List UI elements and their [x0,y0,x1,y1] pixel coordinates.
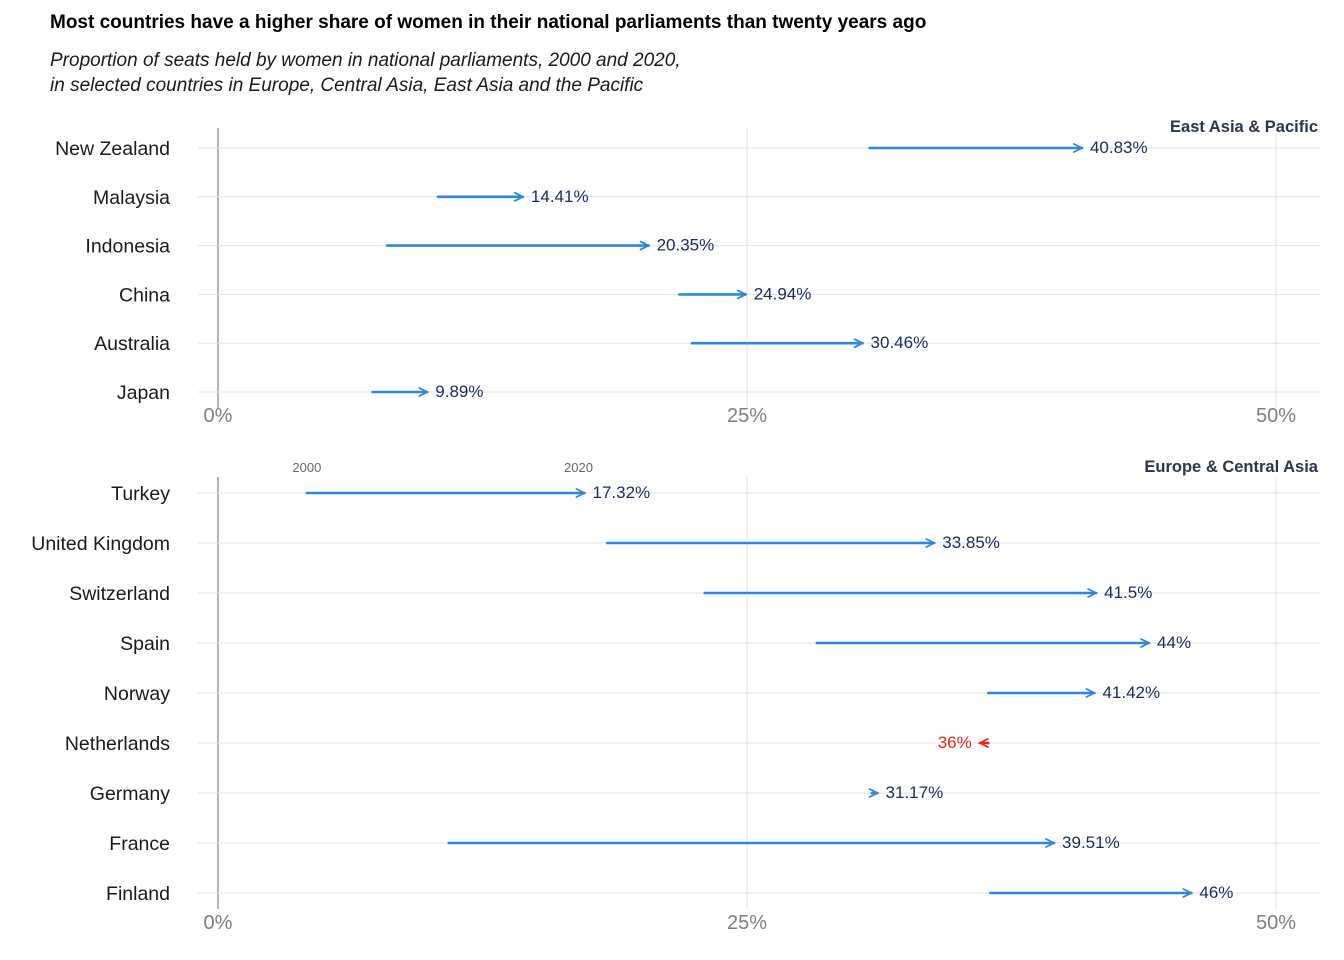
country-label: Malaysia [93,187,170,209]
country-label: Japan [117,382,170,404]
year-label-2020: 2020 [564,460,593,475]
chart-row: New Zealand 40.83% [55,138,1320,160]
value-label: 17.32% [592,483,650,502]
facet-label: Europe & Central Asia [1144,458,1318,476]
chart-row: Netherlands 36% [65,733,1320,755]
country-label: Norway [104,683,170,705]
facet-panel-1: East Asia & Pacific 0% 25% 50% New Zealand 40… [55,118,1320,427]
x-tick-label: 50% [1256,912,1296,934]
value-label: 41.5% [1104,583,1152,602]
country-label: United Kingdom [31,533,170,555]
value-label: 39.51% [1062,833,1120,852]
chart-row: Germany 31.17% [90,783,1320,805]
x-tick-label: 50% [1256,405,1296,427]
value-label: 24.94% [754,284,812,303]
x-tick-label: 25% [727,912,767,934]
value-label: 36% [938,733,972,752]
country-label: Spain [120,633,170,655]
x-tick-label: 0% [204,912,233,934]
value-label: 20.35% [657,236,715,255]
chart-row: Finland 46% [106,883,1320,905]
value-label: 40.83% [1090,138,1148,157]
country-label: Turkey [111,483,170,505]
value-label: 9.89% [435,382,483,401]
chart-row: Switzerland 41.5% [69,583,1320,605]
facet-label: East Asia & Pacific [1170,118,1318,136]
country-label: Germany [90,783,170,805]
facet-panel-2: Europe & Central Asia 0% 25% 50% 2000 2020 Tur… [31,458,1320,934]
chart-subtitle-line-2: in selected countries in Europe, Central… [50,75,644,96]
country-label: Indonesia [85,236,170,258]
year-label-2000: 2000 [292,460,321,475]
chart-row: Norway 41.42% [104,683,1320,705]
country-label: France [109,833,170,855]
country-label: New Zealand [55,138,170,160]
country-label: Switzerland [69,583,170,605]
value-label: 14.41% [531,187,589,206]
value-label: 44% [1157,633,1191,652]
x-tick-label: 25% [727,405,767,427]
value-label: 46% [1199,883,1233,902]
value-label: 30.46% [871,333,929,352]
chart-subtitle-line-1: Proportion of seats held by women in nat… [50,50,681,71]
country-label: Netherlands [65,733,170,755]
chart-row: China 24.94% [119,284,1320,306]
chart-row: Malaysia 14.41% [93,187,1320,209]
chart-row: Spain 44% [120,633,1320,655]
country-label: Australia [94,333,170,355]
chart-row: Indonesia 20.35% [85,236,1320,258]
country-label: China [119,284,170,306]
value-label: 41.42% [1102,683,1160,702]
chart-row: Turkey 17.32% [111,483,1320,505]
chart-row: Japan 9.89% [117,382,1320,404]
chart-row: France 39.51% [109,833,1320,855]
value-label: 33.85% [942,533,1000,552]
chart-title: Most countries have a higher share of wo… [50,12,927,33]
value-label: 31.17% [886,783,944,802]
chart-row: United Kingdom 33.85% [31,533,1320,555]
x-tick-label: 0% [204,405,233,427]
country-label: Finland [106,883,170,905]
chart-row: Australia 30.46% [94,333,1320,355]
